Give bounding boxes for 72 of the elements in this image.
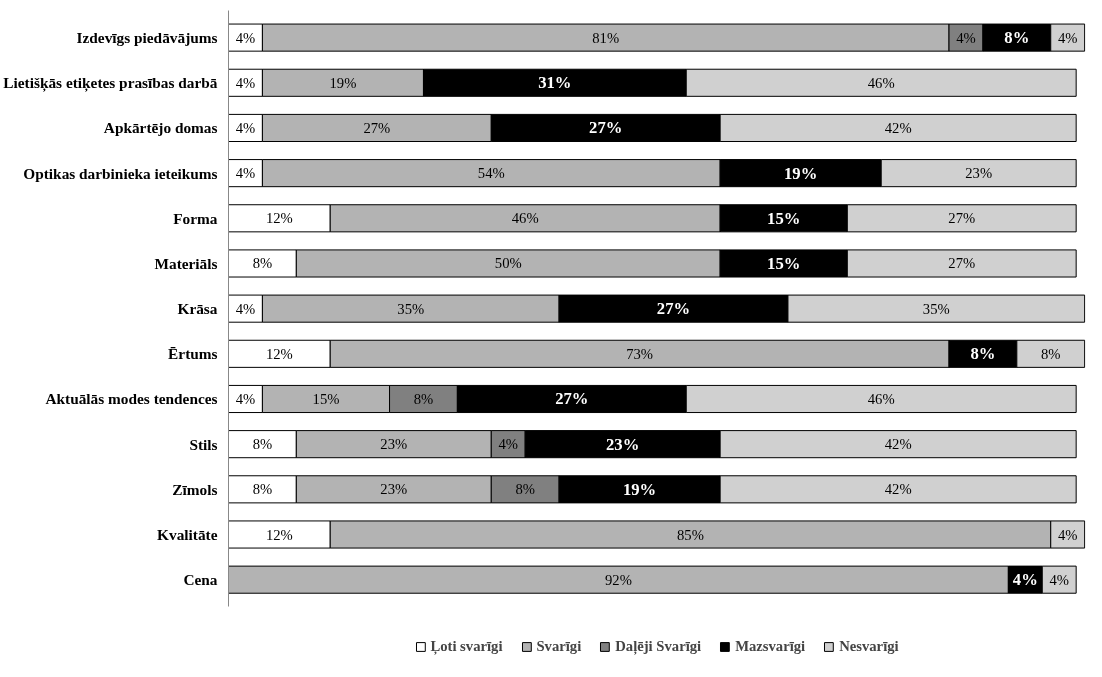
y-tick-label: Materiāls (154, 254, 218, 272)
data-label: 27% (948, 255, 976, 272)
data-label: 50% (494, 255, 522, 272)
data-label: 23% (380, 481, 408, 498)
data-label: 4% (235, 74, 256, 91)
data-label: 8% (1004, 28, 1030, 48)
data-label: 19% (784, 163, 818, 183)
data-label: 12% (265, 526, 293, 543)
legend-label: Daļēji Svarīgi (615, 638, 702, 655)
y-tick-label: Cena (183, 571, 218, 589)
data-label: 81% (592, 29, 620, 46)
data-label: 4% (1057, 526, 1078, 543)
data-label: 8% (252, 436, 273, 453)
y-tick-label: Stils (189, 435, 218, 453)
y-tick-label: Zīmols (172, 480, 218, 498)
y-tick-label: Kvalitāte (157, 526, 218, 543)
data-label: 35% (922, 300, 950, 317)
data-label: 15% (767, 208, 801, 228)
y-tick-label: Apkārtējo domas (103, 119, 218, 137)
data-label: 42% (884, 119, 912, 136)
data-label: 42% (884, 481, 912, 498)
data-label: 8% (413, 390, 434, 407)
data-label: 73% (626, 345, 654, 362)
data-label: 4% (235, 119, 256, 136)
data-label: 23% (965, 165, 993, 182)
y-tick-label: Aktuālās modes tendences (45, 390, 218, 408)
data-label: 27% (555, 389, 589, 409)
y-tick-label: Optikas darbinieka ieteikums (23, 164, 218, 182)
data-label: 54% (477, 165, 505, 182)
legend-label: Nesvarīgi (839, 638, 899, 655)
data-label: 8% (252, 255, 273, 272)
data-label: 46% (867, 390, 895, 407)
data-label: 27% (656, 299, 691, 319)
data-label: 12% (265, 210, 293, 227)
legend-label: Ļoti svarīgi (430, 638, 503, 655)
data-label: 35% (397, 300, 425, 317)
data-label: 4% (498, 436, 519, 453)
data-label: 15% (312, 390, 340, 407)
data-label: 23% (380, 436, 408, 453)
data-label: 85% (677, 526, 704, 543)
data-label: 27% (589, 118, 623, 138)
data-label: 31% (538, 73, 572, 93)
data-label: 46% (867, 74, 895, 91)
data-label: 42% (884, 436, 912, 453)
data-label: 8% (1040, 345, 1061, 362)
data-label: 92% (604, 571, 632, 588)
data-label: 4% (235, 390, 256, 407)
data-label: 4% (235, 300, 256, 317)
data-label: 27% (948, 210, 976, 227)
data-label: 19% (329, 74, 357, 91)
data-label: 8% (515, 481, 535, 498)
data-label: 4% (235, 165, 256, 182)
y-tick-label: Izdevīgs piedāvājums (76, 29, 218, 47)
data-label: 46% (511, 210, 539, 227)
data-label: 8% (252, 481, 273, 498)
data-label: 4% (1057, 29, 1078, 46)
data-label: 19% (622, 479, 657, 499)
y-tick-label: Forma (173, 209, 218, 227)
legend-label: Svarīgi (536, 638, 582, 655)
data-label: 12% (265, 345, 293, 362)
y-tick-label: Lietišķās etiķetes prasības darbā (3, 74, 218, 93)
data-label: 27% (363, 119, 391, 136)
data-label: 15% (767, 253, 801, 273)
y-tick-label: Ērtums (168, 345, 218, 363)
y-tick-label: Krāsa (177, 300, 218, 318)
data-label: 4% (235, 29, 256, 46)
data-label: 23% (606, 434, 640, 454)
data-label: 8% (970, 344, 996, 364)
data-label: 4% (956, 29, 976, 46)
data-label: 4% (1012, 570, 1038, 590)
legend-label: Mazsvarīgi (735, 638, 806, 655)
data-label: 4% (1049, 571, 1069, 588)
